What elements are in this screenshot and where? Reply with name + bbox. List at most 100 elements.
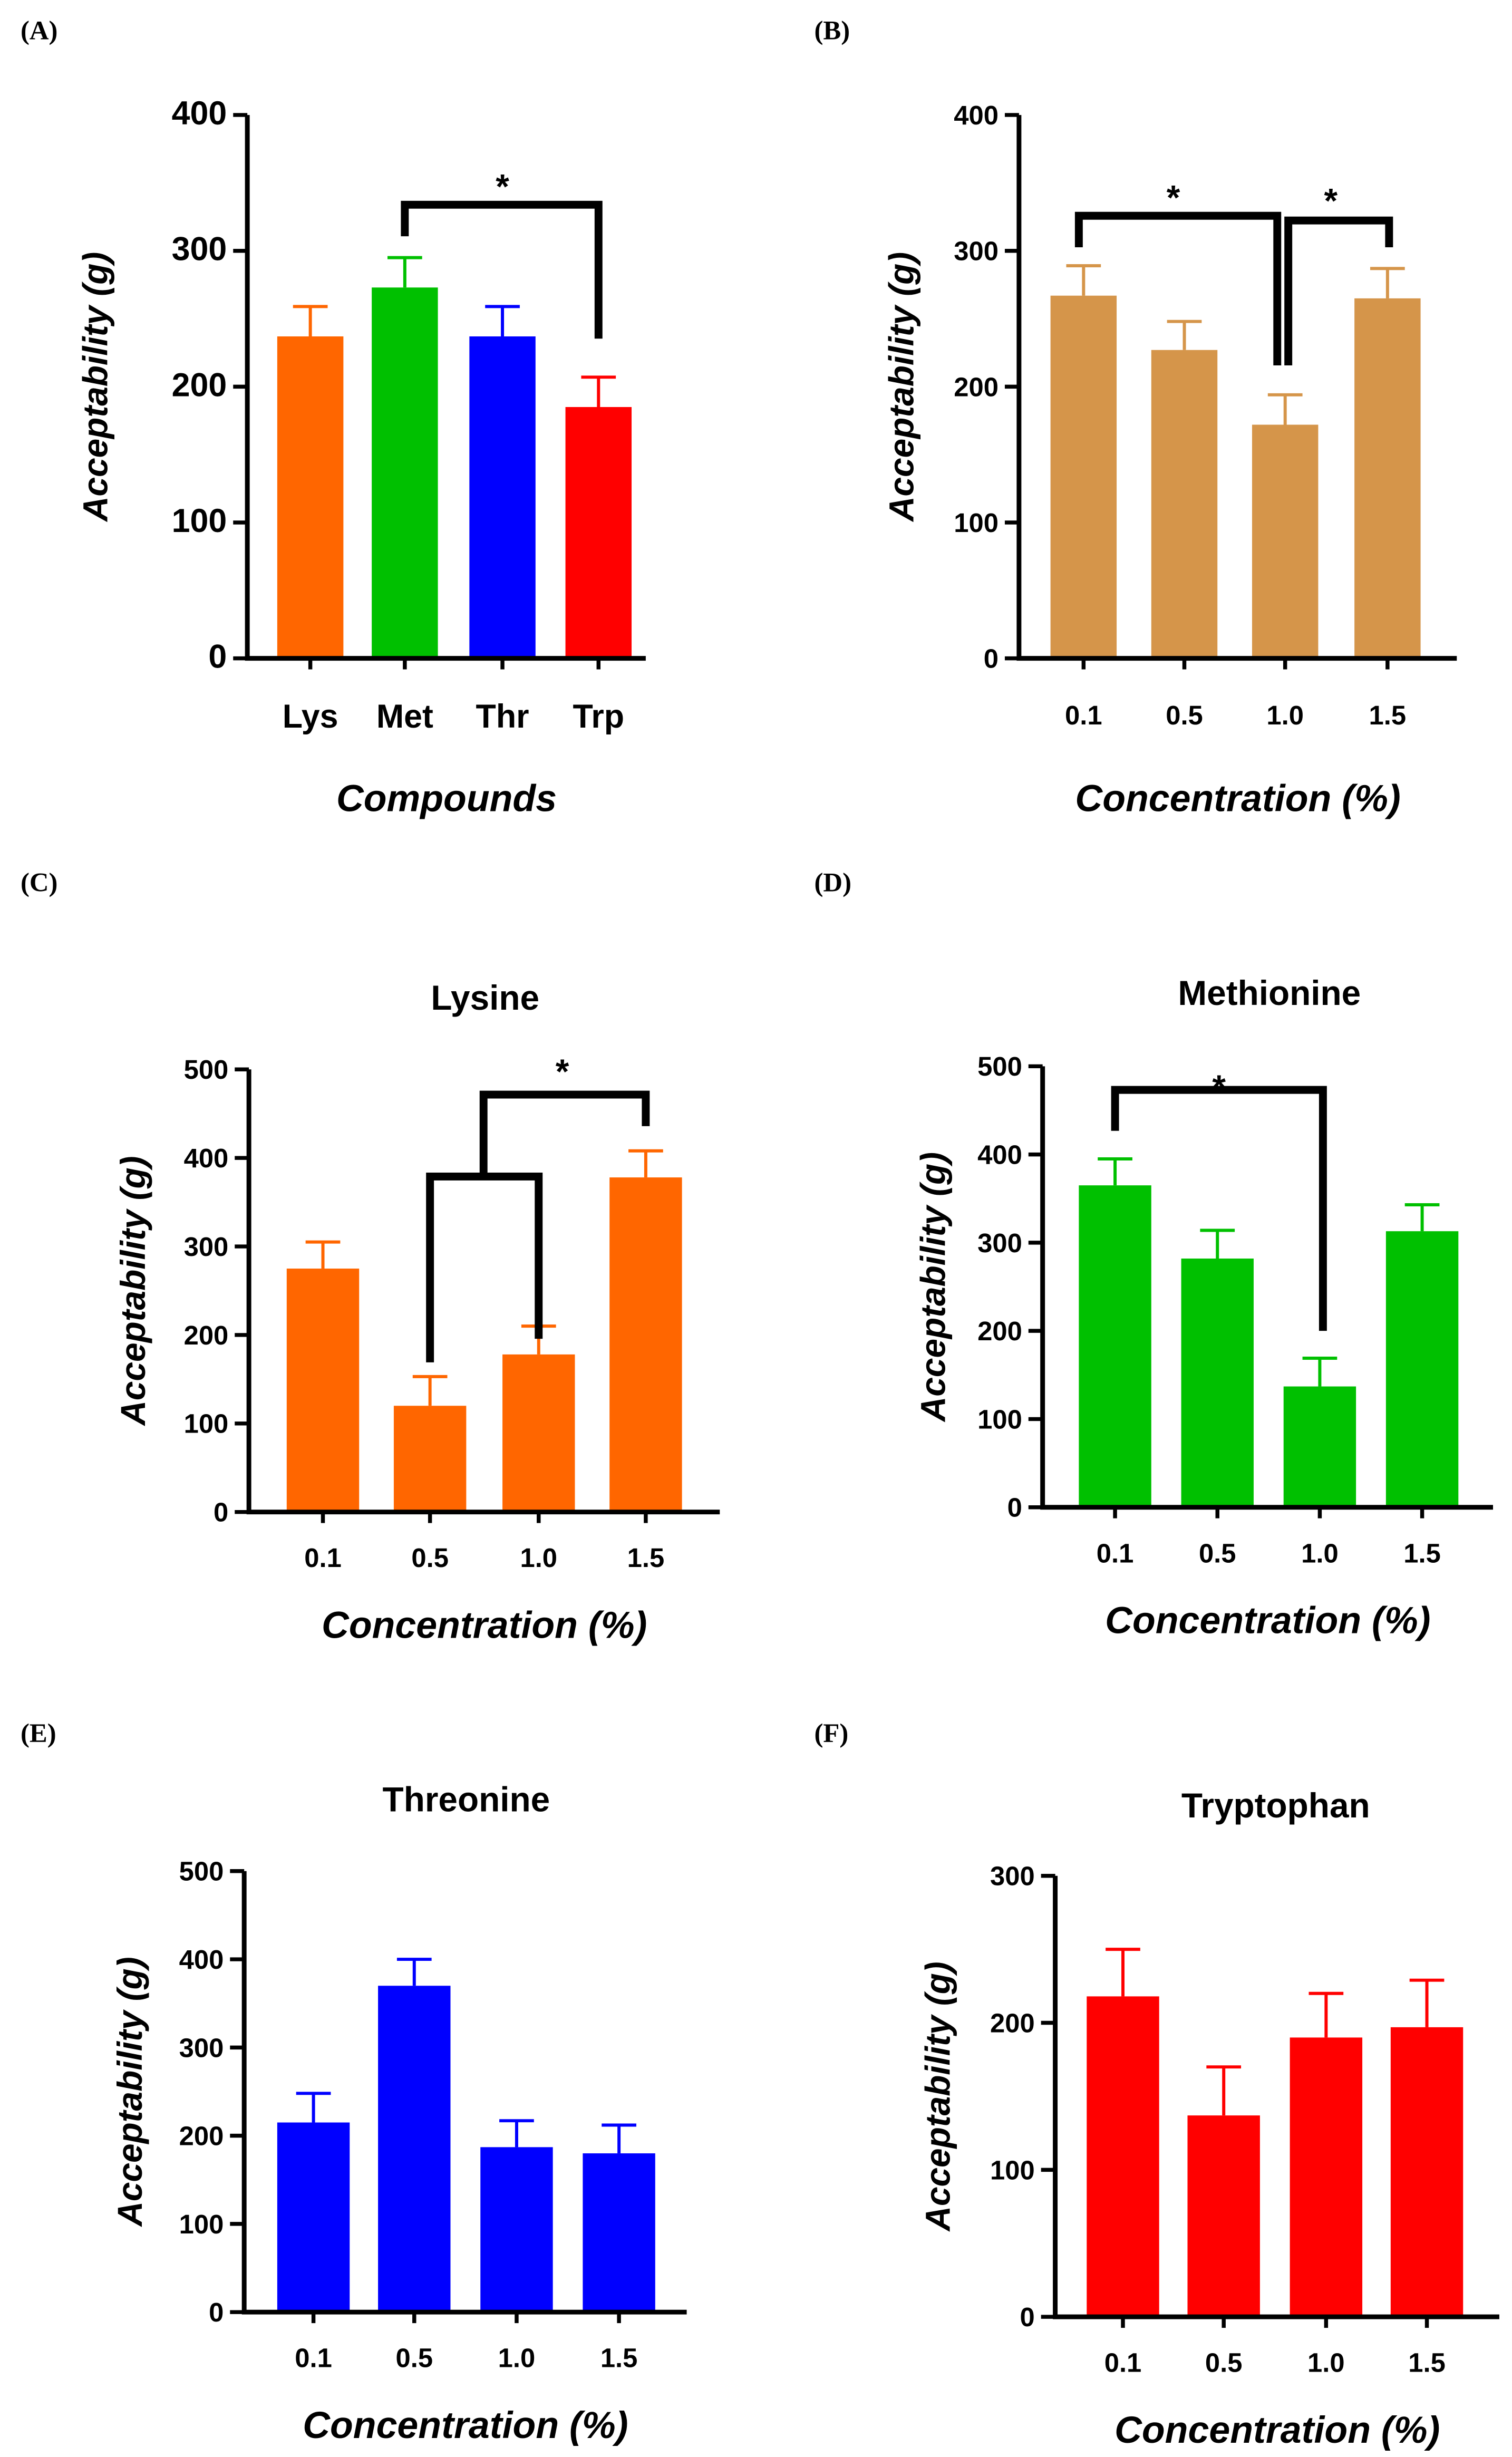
- x-tick-label: 1.0: [520, 1543, 557, 1573]
- x-tick-label: 1.5: [600, 2343, 638, 2373]
- bar-1.0: [1252, 424, 1319, 659]
- x-tick-label: 0.1: [1097, 1538, 1134, 1568]
- y-axis-label: Acceptability (g): [111, 1957, 149, 2227]
- y-tick-label: 0: [208, 639, 227, 675]
- x-tick-label: 1.0: [1301, 1538, 1339, 1568]
- significance-star: *: [1212, 1068, 1226, 1107]
- bar-1.0: [502, 1354, 575, 1512]
- x-tick-label: 0.1: [295, 2343, 332, 2373]
- x-tick-label: 0.5: [395, 2343, 433, 2373]
- bar-1.0: [480, 2147, 553, 2313]
- x-tick-label: 0.5: [1199, 1538, 1236, 1568]
- y-tick-label: 500: [184, 1055, 229, 1085]
- panel-e: (E) Threonine 0.1 0.5 1.0 1.5 0 100 200 300 400 500…: [21, 1718, 687, 2446]
- bar-Trp: [565, 407, 632, 659]
- bracket-line: [1074, 211, 1282, 366]
- bar-0.1: [286, 1269, 360, 1512]
- x-axis-label: Concentration (%): [303, 2404, 628, 2446]
- panel-a: (A) Lys Met Thr Trp 0 100 200 300 400 Acceptabilit…: [21, 16, 646, 819]
- bar-1.5: [1385, 1231, 1459, 1507]
- x-tick-label: Trp: [573, 698, 624, 735]
- y-tick-label: 100: [977, 1404, 1022, 1434]
- chart-title: Threonine: [383, 1780, 550, 1818]
- error-bar: [1200, 1228, 1235, 1259]
- y-tick-label: 300: [990, 1861, 1035, 1891]
- bar-0.5: [1151, 350, 1218, 659]
- error-bar: [1309, 1991, 1344, 2038]
- bar-0.5: [378, 1986, 451, 2313]
- panel-label: (F): [815, 1718, 849, 1748]
- y-axis-label: Acceptability (g): [918, 1961, 957, 2232]
- error-bar: [1370, 267, 1405, 298]
- bar-0.5: [1187, 2115, 1260, 2317]
- y-tick-label: 200: [954, 372, 999, 402]
- x-tick-label: 1.0: [1307, 2348, 1345, 2378]
- y-tick-label: 300: [954, 236, 999, 266]
- y-tick-label: 200: [990, 2008, 1035, 2038]
- y-tick-label: 200: [172, 366, 227, 403]
- error-bar: [412, 1375, 448, 1406]
- significance-bracket: *: [1074, 178, 1282, 366]
- significance-star: *: [1324, 181, 1338, 220]
- bar-1.0: [1283, 1386, 1356, 1507]
- y-tick-label: 0: [1020, 2302, 1034, 2332]
- error-bar: [293, 305, 328, 337]
- significance-star: *: [496, 167, 509, 206]
- panel-label: (E): [21, 1718, 56, 1748]
- y-tick-label: 200: [179, 2121, 224, 2151]
- error-bar: [1409, 1978, 1445, 2027]
- panel-label: (D): [815, 868, 851, 897]
- bar-Met: [372, 287, 438, 659]
- panel-d: (D) Methionine 0.1 0.5 1.0 1.5 0 100 200 300 400 50…: [815, 868, 1493, 1642]
- bracket-line: [1111, 1086, 1327, 1331]
- significance-star: *: [1167, 178, 1180, 217]
- bar-0.1: [1050, 295, 1117, 659]
- y-tick-label: 200: [184, 1320, 229, 1350]
- y-axis-label: Acceptability (g): [883, 252, 921, 523]
- error-bar: [1106, 1948, 1140, 1997]
- error-bar: [1404, 1203, 1440, 1232]
- y-tick-label: 0: [209, 2297, 224, 2327]
- panel-label: (B): [815, 16, 850, 45]
- bar-0.5: [393, 1406, 467, 1512]
- x-axis-label: Concentration (%): [1075, 777, 1400, 819]
- error-bar: [1302, 1357, 1337, 1387]
- significance-bracket: *: [1111, 1068, 1327, 1331]
- significance-bracket: *: [426, 1052, 650, 1362]
- y-tick-label: 100: [954, 508, 999, 538]
- y-tick-label: 400: [179, 1945, 224, 1975]
- x-axis-label: Compounds: [336, 777, 557, 819]
- chart-title: Lysine: [431, 979, 539, 1017]
- x-tick-label: 1.5: [1369, 700, 1407, 730]
- error-bar: [387, 256, 422, 288]
- y-tick-label: 0: [984, 644, 999, 674]
- x-axis-label: Concentration (%): [1105, 1600, 1430, 1642]
- significance-bracket: *: [401, 167, 603, 339]
- y-axis-label: Acceptability (g): [76, 252, 114, 523]
- y-tick-label: 200: [977, 1316, 1022, 1346]
- bar-1.5: [583, 2153, 655, 2313]
- panel-b: (B) 0.1 0.5 1.0 1.5 0 100 200 300 400 Acceptabilit…: [815, 16, 1457, 819]
- y-tick-label: 400: [954, 100, 999, 130]
- significance-bracket: *: [1284, 181, 1393, 366]
- error-bar: [305, 1240, 341, 1269]
- x-tick-label: 1.0: [498, 2343, 536, 2373]
- y-tick-label: 0: [214, 1497, 228, 1527]
- error-bar: [602, 2123, 636, 2154]
- x-tick-label: 0.1: [1104, 2348, 1142, 2378]
- error-bar: [296, 2092, 331, 2123]
- error-bar: [1267, 393, 1303, 425]
- x-tick-label: 1.5: [1403, 1538, 1441, 1568]
- bar-0.1: [1079, 1185, 1151, 1507]
- bar-1.5: [1354, 298, 1421, 659]
- x-tick-label: 0.5: [1205, 2348, 1243, 2378]
- x-tick-label: 0.5: [411, 1543, 449, 1573]
- chart-title: Tryptophan: [1181, 1786, 1370, 1825]
- significance-star: *: [556, 1052, 569, 1091]
- x-tick-label: 1.5: [627, 1543, 665, 1573]
- x-tick-label: 0.1: [1065, 700, 1102, 730]
- bar-1.5: [1390, 2027, 1463, 2317]
- bar-Lys: [277, 336, 344, 659]
- panel-label: (A): [21, 16, 57, 45]
